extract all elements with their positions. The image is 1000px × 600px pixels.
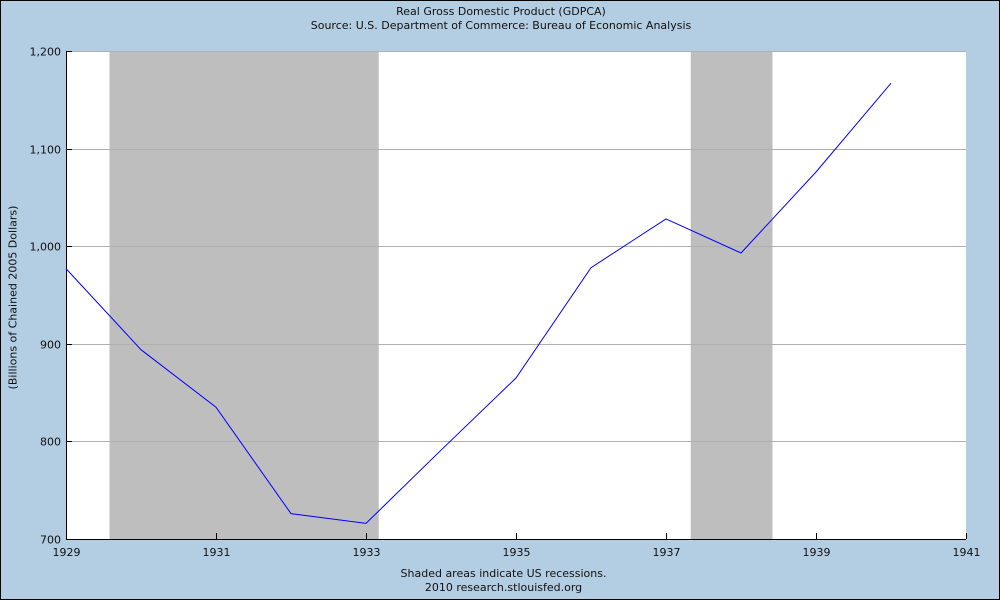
y-tick-label: 1,200	[30, 46, 62, 59]
x-tick-label: 1939	[803, 546, 831, 559]
x-tick-label: 1937	[653, 546, 681, 559]
y-tick-label: 1,000	[30, 241, 62, 254]
chart-title: Real Gross Domestic Product (GDPCA)	[396, 5, 606, 18]
y-tick-label: 700	[40, 534, 61, 547]
y-tick-label: 800	[40, 436, 61, 449]
x-tick-label: 1933	[353, 546, 381, 559]
y-tick-label: 900	[40, 339, 61, 352]
x-tick-label: 1931	[203, 546, 231, 559]
recession-band	[109, 51, 379, 539]
x-tick-label: 1935	[503, 546, 531, 559]
recession-note: Shaded areas indicate US recessions.	[400, 567, 607, 580]
gdp-series-line	[65, 82, 892, 524]
chart-source: Source: U.S. Department of Commerce: Bur…	[310, 19, 692, 32]
y-tick-label: 1,100	[30, 144, 62, 157]
x-tick-label: 1941	[953, 546, 981, 559]
credit-text: 2010 research.stlouisfed.org	[424, 581, 583, 594]
x-tick-label: 1929	[53, 546, 81, 559]
recession-band	[690, 51, 773, 539]
